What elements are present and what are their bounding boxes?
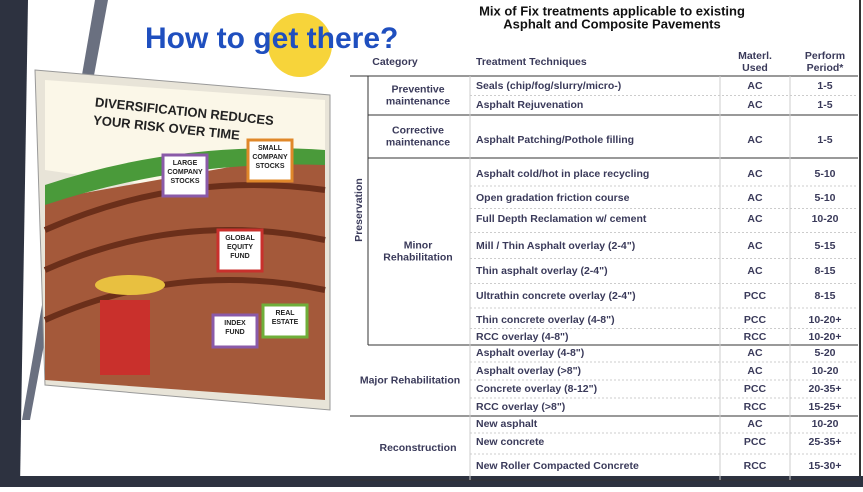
period-cell: 8-15 (814, 290, 835, 302)
category-label: Major Rehabilitation (360, 374, 460, 386)
period-cell: 10-20 (812, 418, 839, 430)
farmer (100, 300, 150, 375)
header-cell: Used (742, 62, 768, 74)
material-cell: AC (747, 168, 763, 180)
period-cell: 1-5 (817, 99, 832, 111)
period-cell: 20-35+ (809, 383, 842, 395)
table-title: Mix of Fix treatments applicable to exis… (479, 3, 745, 18)
treatment-cell: New Roller Compacted Concrete (476, 460, 639, 472)
material-cell: AC (747, 134, 763, 146)
slide-title: How to get there? (145, 22, 398, 55)
period-cell: 25-35+ (809, 436, 842, 448)
sign-label: FUND (225, 329, 244, 336)
sign (246, 138, 294, 183)
header-cell: Perform (805, 50, 845, 62)
period-cell: 1-5 (817, 80, 832, 92)
sign-label: STOCKS (170, 178, 199, 185)
material-cell: RCC (744, 401, 767, 413)
material-cell: AC (747, 99, 763, 111)
period-cell: 15-25+ (809, 401, 842, 413)
period-cell: 10-20 (812, 213, 839, 225)
sign-label: REAL (275, 310, 295, 317)
period-cell: 5-10 (814, 192, 835, 204)
period-cell: 5-10 (814, 168, 835, 180)
material-cell: RCC (744, 460, 767, 472)
treatment-cell: Full Depth Reclamation w/ cement (476, 213, 647, 225)
category-label: maintenance (386, 136, 450, 148)
category-label: maintenance (386, 95, 450, 107)
treatment-cell: RCC overlay (>8") (476, 401, 565, 413)
material-cell: AC (747, 213, 763, 225)
treatment-cell: Mill / Thin Asphalt overlay (2-4") (476, 240, 635, 252)
treatment-cell: Seals (chip/fog/slurry/micro-) (476, 80, 621, 92)
treatment-cell: New concrete (476, 436, 544, 448)
sign-label: INDEX (224, 320, 246, 327)
sign-label: COMPANY (252, 154, 288, 161)
sign (211, 313, 259, 349)
bottom-band (20, 476, 863, 487)
period-cell: 5-15 (814, 240, 835, 252)
sun (268, 13, 332, 77)
sign-label: COMPANY (167, 169, 203, 176)
material-cell: AC (747, 418, 763, 430)
treatment-cell: Asphalt overlay (>8") (476, 365, 581, 377)
material-cell: AC (747, 365, 763, 377)
sign (261, 303, 309, 339)
material-cell: AC (747, 240, 763, 252)
treatment-cell: Thin asphalt overlay (2-4") (476, 265, 608, 277)
treatment-cell: New asphalt (476, 418, 538, 430)
table-title: Asphalt and Composite Pavements (503, 16, 720, 31)
sign (216, 228, 264, 273)
treatment-cell: Open gradation friction course (476, 192, 630, 204)
treatment-cell: RCC overlay (4-8") (476, 331, 569, 343)
category-label: Corrective (392, 124, 444, 136)
group-label: Preservation (353, 178, 365, 242)
hat (95, 275, 165, 295)
header-cell: Category (372, 56, 418, 68)
treatment-cell: Asphalt cold/hot in place recycling (476, 168, 649, 180)
material-cell: PCC (744, 314, 767, 326)
material-cell: AC (747, 192, 763, 204)
material-cell: PCC (744, 290, 767, 302)
category-label: Minor (404, 239, 433, 251)
category-label: Preventive (391, 83, 444, 95)
sign (161, 153, 209, 198)
sign-label: STOCKS (255, 163, 284, 170)
left-band (0, 0, 28, 487)
period-cell: 8-15 (814, 265, 835, 277)
period-cell: 10-20+ (809, 331, 842, 343)
treatment-cell: Thin concrete overlay (4-8") (476, 314, 615, 326)
header-cell: Materl. (738, 50, 772, 62)
period-cell: 15-30+ (809, 460, 842, 472)
treatment-cell: Asphalt Rejuvenation (476, 99, 583, 111)
header-cell: Period* (807, 62, 845, 74)
material-cell: PCC (744, 436, 767, 448)
period-cell: 10-20 (812, 365, 839, 377)
material-cell: RCC (744, 331, 767, 343)
material-cell: AC (747, 347, 763, 359)
category-label: Reconstruction (379, 442, 456, 454)
sign-label: FUND (230, 253, 249, 260)
treatment-cell: Concrete overlay (8-12") (476, 383, 597, 395)
period-cell: 10-20+ (809, 314, 842, 326)
material-cell: AC (747, 80, 763, 92)
material-cell: AC (747, 265, 763, 277)
material-cell: PCC (744, 383, 767, 395)
period-cell: 1-5 (817, 134, 832, 146)
header-cell: Treatment Techniques (476, 56, 587, 68)
treatment-cell: Asphalt overlay (4-8") (476, 347, 584, 359)
sign-label: ESTATE (272, 319, 299, 326)
treatment-cell: Asphalt Patching/Pothole filling (476, 134, 634, 146)
sign-label: LARGE (173, 160, 198, 167)
sign-label: SMALL (258, 145, 283, 152)
period-cell: 5-20 (814, 347, 835, 359)
sign-label: GLOBAL (225, 235, 255, 242)
sign-label: EQUITY (227, 244, 253, 251)
category-label: Rehabilitation (383, 251, 452, 263)
treatment-cell: Ultrathin concrete overlay (2-4") (476, 290, 636, 302)
